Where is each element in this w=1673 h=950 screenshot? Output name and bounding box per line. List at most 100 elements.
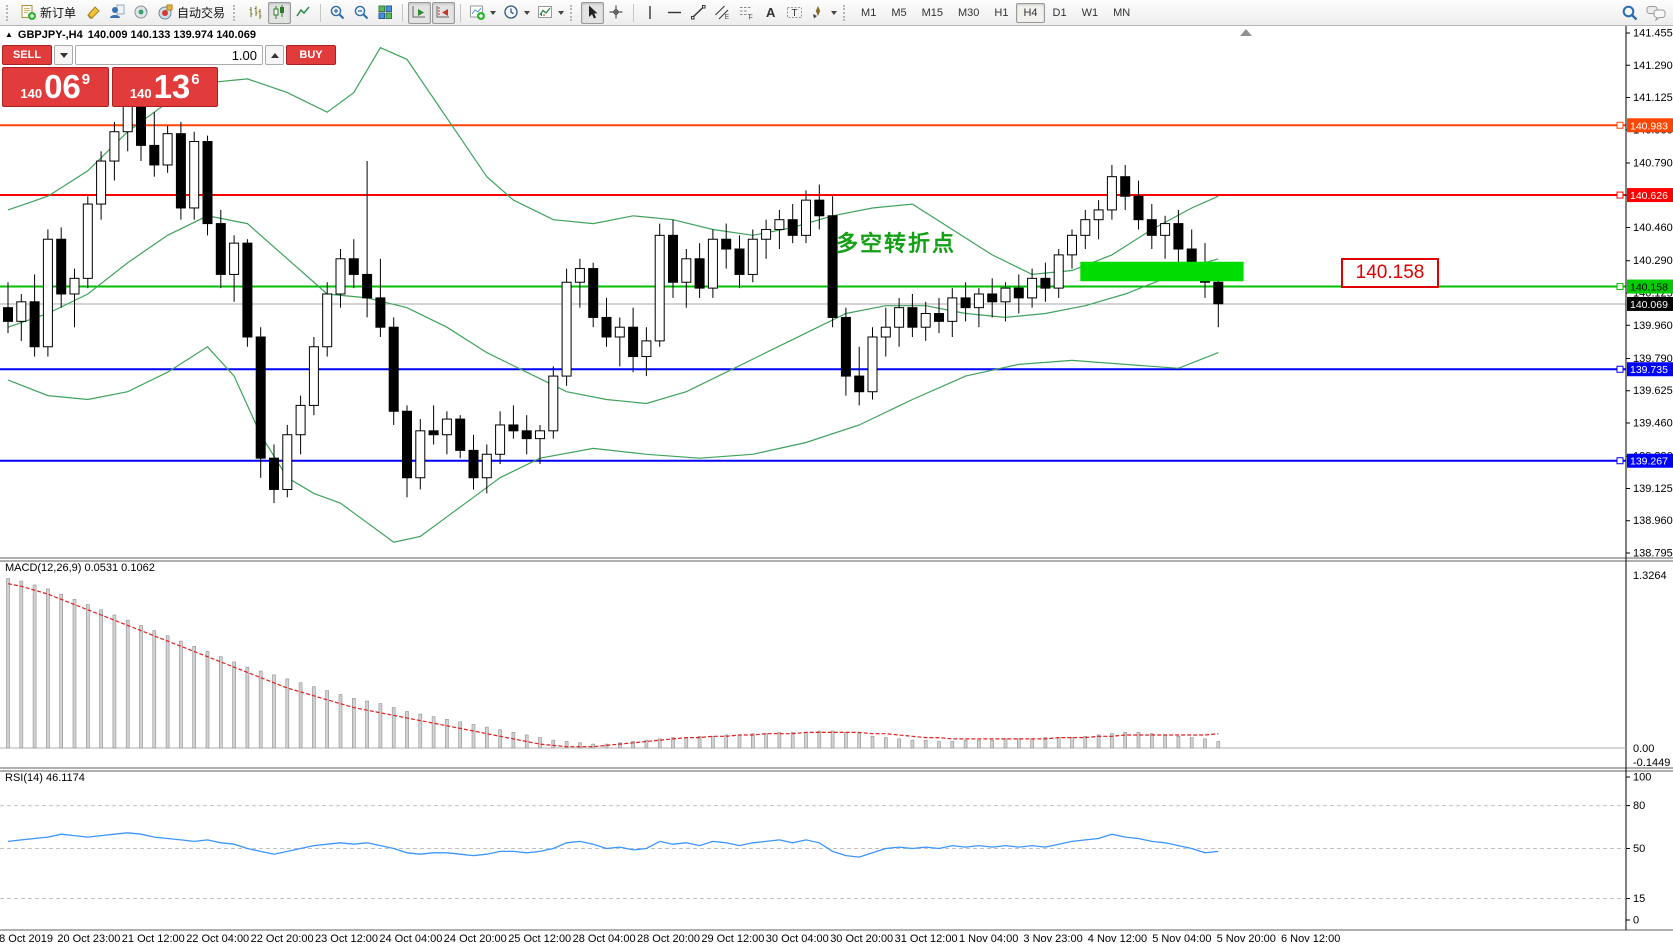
svg-text:139.960: 139.960 [1633,320,1673,332]
autotrading-icon [158,4,173,20]
quote-symbol: GBPJPY-,H4 [17,29,83,41]
chart-canvas[interactable]: 141.455141.290141.125140.960140.790140.6… [0,26,1673,950]
sell-button[interactable]: SELL [2,45,52,65]
sell-price-button[interactable]: 140 06 9 [2,67,109,107]
svg-text:28 Oct 04:00: 28 Oct 04:00 [573,933,636,945]
panel-frames [0,26,1673,931]
market-news-icon [134,5,148,19]
candles-layer [3,92,1224,504]
svg-text:1 Nov 04:00: 1 Nov 04:00 [959,933,1018,945]
collapse-quote-icon[interactable]: ▲ [5,30,13,39]
search-button[interactable] [1618,2,1642,24]
templates-dropdown-caret-icon[interactable] [558,10,565,15]
volume-input[interactable] [75,45,263,65]
timeframe-w1-button[interactable]: W1 [1075,3,1106,23]
timeframe-m30-button[interactable]: M30 [951,3,986,23]
timeframe-h4-button[interactable]: H4 [1016,2,1045,23]
svg-text:5 Nov 20:00: 5 Nov 20:00 [1217,933,1276,945]
chart-shift-icon [436,6,450,18]
buy-price-pip: 6 [191,71,200,88]
sell-price-big: 06 [44,68,81,105]
periods-dropdown-caret-icon[interactable] [524,10,531,15]
trendline-button[interactable] [687,2,710,24]
crayon-button[interactable] [82,2,105,24]
volume-increase-button[interactable] [265,45,284,65]
chart-shift-marker [1240,29,1252,36]
timeframe-h1-button[interactable]: H1 [987,3,1015,23]
buy-price-big: 13 [153,68,191,105]
sell-price-pip: 9 [81,71,91,88]
svg-text:140.069: 140.069 [1630,299,1668,311]
zoom-in-button[interactable] [326,2,349,24]
rsi-indicator-label: RSI(14) 46.1174 [5,772,85,784]
chat-button[interactable] [1643,2,1669,24]
timeframe-m15-button[interactable]: M15 [915,3,950,23]
svg-text:24 Oct 04:00: 24 Oct 04:00 [379,933,442,945]
svg-text:139.735: 139.735 [1630,364,1668,376]
macd-layer: 1.3264 0.00 -0.1449 [0,570,1670,769]
svg-text:24 Oct 20:00: 24 Oct 20:00 [444,933,507,945]
timeframe-mn-button[interactable]: MN [1106,3,1137,23]
svg-text:138.795: 138.795 [1633,548,1673,560]
text-button[interactable]: A [759,2,782,24]
svg-text:29 Oct 12:00: 29 Oct 12:00 [701,933,764,945]
vertical-line-button[interactable] [639,2,662,24]
periods-button[interactable] [500,2,533,24]
indicators-button[interactable] [466,2,499,24]
timeframe-d1-button[interactable]: D1 [1046,3,1074,23]
chart-shift-button[interactable] [432,1,456,24]
timeframe-m1-button[interactable]: M1 [854,3,883,23]
tile-windows-button[interactable] [374,2,397,24]
arrows-button[interactable] [807,2,840,24]
volume-decrease-button[interactable] [54,45,73,65]
fibonacci-icon: F [740,7,753,22]
profile-icon [110,4,125,18]
zoom-out-button[interactable] [350,2,373,24]
autotrading-button[interactable]: 自动交易 [154,2,230,24]
bar-chart-icon [249,6,262,19]
bar-chart-button[interactable] [244,2,267,24]
bollinger-bands-layer [7,46,1219,543]
quote-header[interactable]: ▲ GBPJPY-,H4 140.009 140.133 139.974 140… [5,29,256,41]
templates-button[interactable] [534,2,567,24]
svg-text:50: 50 [1633,843,1645,855]
equidistant-channel-button[interactable]: E [711,2,734,24]
svg-text:E: E [725,14,730,21]
rsi-layer: 100 80 50 15 0 [0,772,1651,927]
trendline-icon [691,5,706,20]
text-label-icon: T [787,7,803,19]
new-order-button[interactable]: 新订单 [17,2,81,24]
crosshair-button[interactable] [605,2,628,24]
indicators-dropdown-caret-icon[interactable] [490,10,497,15]
timeframe-m5-button[interactable]: M5 [884,3,913,23]
svg-text:138.960: 138.960 [1633,515,1673,527]
text-label-button[interactable]: T [783,2,806,24]
profile-button[interactable] [106,2,129,24]
quote-ohlc: 140.009 140.133 139.974 140.069 [87,29,256,41]
auto-scroll-button[interactable] [408,1,432,24]
cursor-button[interactable] [581,1,605,24]
svg-text:F: F [749,15,753,22]
svg-text:139.625: 139.625 [1633,385,1673,397]
line-chart-icon [296,6,310,17]
buy-button[interactable]: BUY [286,45,336,65]
auto-scroll-icon [412,6,426,18]
vertical-line-icon [649,6,651,19]
fibonacci-button[interactable]: F [735,2,758,24]
line-chart-button[interactable] [292,2,315,24]
buy-price-button[interactable]: 140 13 6 [111,67,218,107]
sell-price-prefix: 140 [20,86,43,101]
one-click-trade-panel: SELL BUY 140 06 9 140 13 6 [2,45,336,107]
market-news-button[interactable] [130,2,153,24]
candlestick-chart-button[interactable] [268,1,292,24]
chart-annotation-text: 多空转折点 [836,231,957,256]
svg-text:22 Oct 20:00: 22 Oct 20:00 [251,933,314,945]
svg-text:-0.1449: -0.1449 [1633,757,1670,769]
svg-text:80: 80 [1633,800,1645,812]
arrows-dropdown-caret-icon[interactable] [831,10,838,15]
svg-text:22 Oct 04:00: 22 Oct 04:00 [186,933,249,945]
toolbar-separator [320,3,322,22]
svg-text:139.267: 139.267 [1630,456,1668,468]
svg-text:0.00: 0.00 [1633,743,1654,755]
horizontal-line-button[interactable] [663,2,686,24]
